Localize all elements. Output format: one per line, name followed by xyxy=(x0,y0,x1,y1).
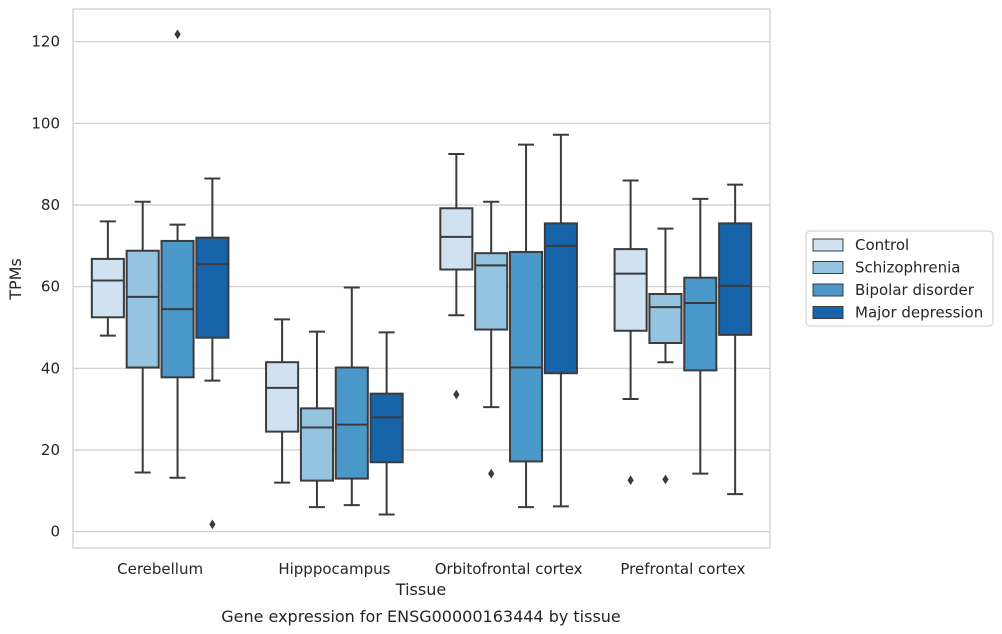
chart-caption: Gene expression for ENSG00000163444 by t… xyxy=(221,607,621,626)
y-tick-label: 60 xyxy=(41,278,60,296)
x-tick-label: Cerebellum xyxy=(117,560,203,578)
y-axis-label: TPMs xyxy=(6,258,25,301)
box-group xyxy=(160,29,195,479)
box-group xyxy=(543,133,578,508)
legend-label: Bipolar disorder xyxy=(855,281,975,299)
legend-swatch xyxy=(812,306,844,319)
x-tick-label: Prefrontal cortex xyxy=(620,560,745,578)
box-group xyxy=(474,200,509,479)
box xyxy=(718,222,753,336)
box-group xyxy=(509,143,544,509)
box-group xyxy=(613,179,648,486)
box xyxy=(683,276,718,372)
legend-swatch xyxy=(812,238,844,252)
outlier-point xyxy=(174,29,181,40)
box-group xyxy=(648,227,683,485)
box-group xyxy=(439,152,474,400)
box-group xyxy=(265,318,300,484)
legend-swatch xyxy=(812,283,844,297)
box-group xyxy=(299,330,334,509)
y-tick-label: 120 xyxy=(31,33,60,51)
box xyxy=(509,250,544,463)
box-group xyxy=(683,197,718,475)
y-tick-labels: 0 20 40 60 80 100 120 xyxy=(31,33,60,541)
outlier-point xyxy=(453,389,460,400)
x-tick-label: Orbitofrontal cortex xyxy=(435,560,583,578)
box xyxy=(369,392,404,464)
x-tick-labels: Cerebellum Hipppocampus Orbitofrontal cort… xyxy=(117,560,745,578)
legend-label: Schizophrenia xyxy=(855,259,960,277)
box xyxy=(90,257,125,319)
legend-label: Control xyxy=(855,236,909,254)
box xyxy=(299,407,334,482)
box-group xyxy=(90,220,125,337)
box xyxy=(543,222,578,375)
box xyxy=(334,366,369,480)
box-group xyxy=(334,286,369,507)
outlier-point xyxy=(627,475,634,486)
plot-frame xyxy=(72,8,771,549)
box-group xyxy=(125,200,160,474)
outlier-point xyxy=(488,468,495,479)
box xyxy=(648,293,683,345)
box xyxy=(613,248,648,332)
legend: Control Schizophrenia Bipolar disorder Majo… xyxy=(805,230,994,327)
box-group xyxy=(195,177,230,530)
outlier-point xyxy=(209,519,216,530)
box xyxy=(195,236,230,339)
y-tick-label: 80 xyxy=(41,196,60,214)
box xyxy=(265,361,300,433)
x-tick-label: Hipppocampus xyxy=(278,560,390,578)
legend-frame xyxy=(805,230,994,327)
y-tick-label: 20 xyxy=(41,441,60,459)
x-axis-label: Tissue xyxy=(395,580,446,599)
box-group xyxy=(369,331,404,516)
box-group xyxy=(718,183,753,496)
legend-swatch xyxy=(812,261,844,274)
y-tick-label: 40 xyxy=(41,359,60,377)
box-series xyxy=(90,29,753,530)
box xyxy=(125,249,160,369)
legend-label: Major depression xyxy=(855,304,983,322)
y-tick-label: 0 xyxy=(50,523,60,541)
box xyxy=(439,207,474,271)
outlier-point xyxy=(662,474,669,485)
y-tick-label: 100 xyxy=(31,114,60,132)
